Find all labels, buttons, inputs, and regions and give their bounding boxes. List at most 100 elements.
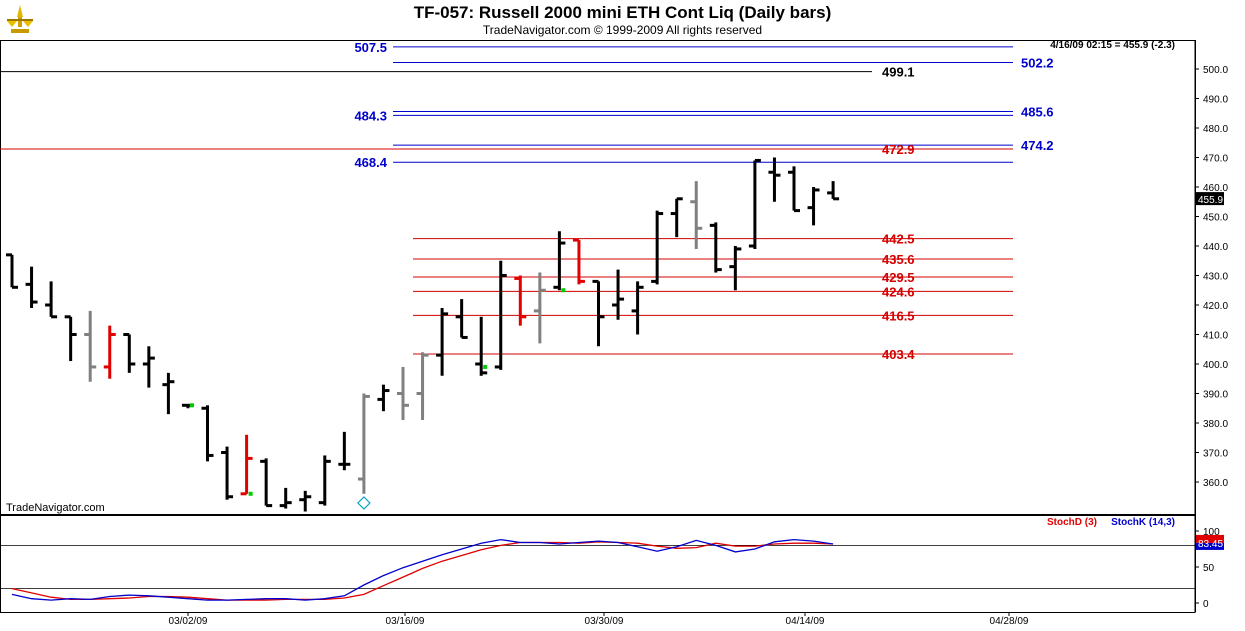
ohlc-bar xyxy=(318,455,331,506)
ohlc-bar xyxy=(25,266,38,308)
ohlc-bar xyxy=(377,384,390,412)
price-tick-label: 440.0 xyxy=(1203,242,1228,253)
ohlc-bar xyxy=(221,446,234,500)
stoch-tick-label: 100 xyxy=(1203,527,1220,538)
last-price-label: 455.9 xyxy=(1198,195,1223,206)
chart-header: TF-057: Russell 2000 mini ETH Cont Liq (… xyxy=(0,0,1245,40)
trade-navigator-logo-icon xyxy=(7,5,33,33)
ohlc-bar xyxy=(533,272,546,344)
price-tick-label: 480.0 xyxy=(1203,124,1228,135)
stoch-k-legend: StochK (14,3) xyxy=(1111,517,1175,528)
ohlc-bar xyxy=(709,222,722,273)
level-label: 429.5 xyxy=(882,270,915,285)
ohlc-bar xyxy=(827,181,840,201)
price-tick-label: 420.0 xyxy=(1203,301,1228,312)
stoch-value-box-bottom xyxy=(1196,542,1224,550)
ohlc-bar xyxy=(553,231,566,291)
ohlc-bar xyxy=(279,487,292,509)
ohlc-bar xyxy=(475,316,488,376)
price-axis: 360.0 370.0 380.0 390.0 400.0 410.0 420.0 430.0… xyxy=(1195,65,1228,489)
price-tick-label: 490.0 xyxy=(1203,95,1228,106)
ohlc-bar xyxy=(142,346,155,388)
price-tick-label: 380.0 xyxy=(1203,419,1228,430)
date-axis: 03/02/09 03/16/09 03/30/09 04/14/09 04/28/09 xyxy=(169,612,1029,627)
chart-subtitle: TradeNavigator.com © 1999-2009 All right… xyxy=(482,23,763,37)
last-quote-readout: 4/16/09 02:15 = 455.9 (-2.3) xyxy=(1050,40,1175,51)
price-tick-label: 430.0 xyxy=(1203,272,1228,283)
level-label: 403.4 xyxy=(882,347,915,362)
date-tick-label: 03/30/09 xyxy=(585,616,624,627)
stoch-d-legend: StochD (3) xyxy=(1047,517,1097,528)
level-label: 484.3 xyxy=(354,108,387,123)
price-tick-label: 410.0 xyxy=(1203,331,1228,342)
date-tick-label: 03/02/09 xyxy=(169,616,208,627)
price-tick-label: 450.0 xyxy=(1203,213,1228,224)
stoch-tick-label: 0 xyxy=(1203,599,1209,610)
level-label: 416.5 xyxy=(882,308,915,323)
ohlc-bar xyxy=(6,253,18,289)
date-tick-label: 03/16/09 xyxy=(386,616,425,627)
level-label: 474.2 xyxy=(1021,138,1054,153)
ohlc-bar xyxy=(240,434,253,496)
ohlc-bar xyxy=(260,458,273,508)
date-tick-label: 04/28/09 xyxy=(990,616,1029,627)
chart-frame xyxy=(0,40,1196,613)
ohlc-bar xyxy=(455,299,468,339)
ohlc-bar xyxy=(494,260,507,370)
chart-title: TF-057: Russell 2000 mini ETH Cont Liq (… xyxy=(413,3,832,22)
ohlc-bar xyxy=(338,431,351,471)
last-price-box xyxy=(1196,192,1224,206)
stoch-value-label: 83.45 xyxy=(1198,539,1223,550)
ohlc-bar xyxy=(162,372,175,415)
level-label: 507.5 xyxy=(354,40,387,55)
level-label: 468.4 xyxy=(354,155,387,170)
price-tick-label: 360.0 xyxy=(1203,478,1228,489)
ohlc-bar xyxy=(729,246,742,291)
price-tick-label: 370.0 xyxy=(1203,449,1228,460)
ohlc-bar xyxy=(670,197,683,238)
price-levels: 507.5 502.2 499.1 485.6 484.3 474.2 472.9 468.4… xyxy=(0,40,1054,362)
ohlc-bar xyxy=(201,405,214,462)
ohlc-bar xyxy=(592,279,605,347)
ohlc-bar xyxy=(690,181,703,249)
ohlc-bar xyxy=(64,315,77,362)
price-tick-label: 500.0 xyxy=(1203,65,1228,76)
ohlc-bar xyxy=(748,158,761,249)
level-label: 442.5 xyxy=(882,232,915,247)
price-tick-label: 400.0 xyxy=(1203,360,1228,371)
level-label: 499.1 xyxy=(882,65,915,80)
stoch-k-line xyxy=(11,538,834,601)
watermark-text: TradeNavigator.com xyxy=(6,502,105,514)
ohlc-bars xyxy=(6,157,840,512)
ohlc-bar xyxy=(651,210,664,285)
ohlc-bar xyxy=(788,166,800,213)
ohlc-bar xyxy=(397,366,409,421)
level-label: 435.6 xyxy=(882,252,915,267)
ohlc-bar xyxy=(436,307,449,376)
stoch-tick-label: 50 xyxy=(1203,563,1215,574)
level-label: 472.9 xyxy=(882,142,915,157)
price-tick-label: 390.0 xyxy=(1203,390,1228,401)
stoch-value-box-top xyxy=(1196,534,1224,543)
ohlc-bar xyxy=(807,187,820,226)
stoch-d-line xyxy=(11,541,834,601)
ohlc-bar xyxy=(416,352,429,421)
signal-dot xyxy=(561,288,566,293)
level-label: 502.2 xyxy=(1021,56,1054,71)
signal-dot xyxy=(248,491,253,496)
level-label: 485.6 xyxy=(1021,104,1054,119)
ohlc-bar xyxy=(123,333,136,373)
date-tick-label: 04/14/09 xyxy=(786,616,825,627)
ohlc-bar xyxy=(612,269,625,320)
ohlc-bar xyxy=(299,490,312,512)
ohlc-bar xyxy=(45,281,58,319)
ohlc-bar xyxy=(572,238,585,285)
price-tick-label: 460.0 xyxy=(1203,183,1228,194)
signal-dot xyxy=(189,403,194,408)
price-tick-label: 470.0 xyxy=(1203,154,1228,165)
ohlc-bar xyxy=(768,157,781,202)
level-label: 424.6 xyxy=(882,284,915,299)
r-marker-icon xyxy=(357,496,371,510)
